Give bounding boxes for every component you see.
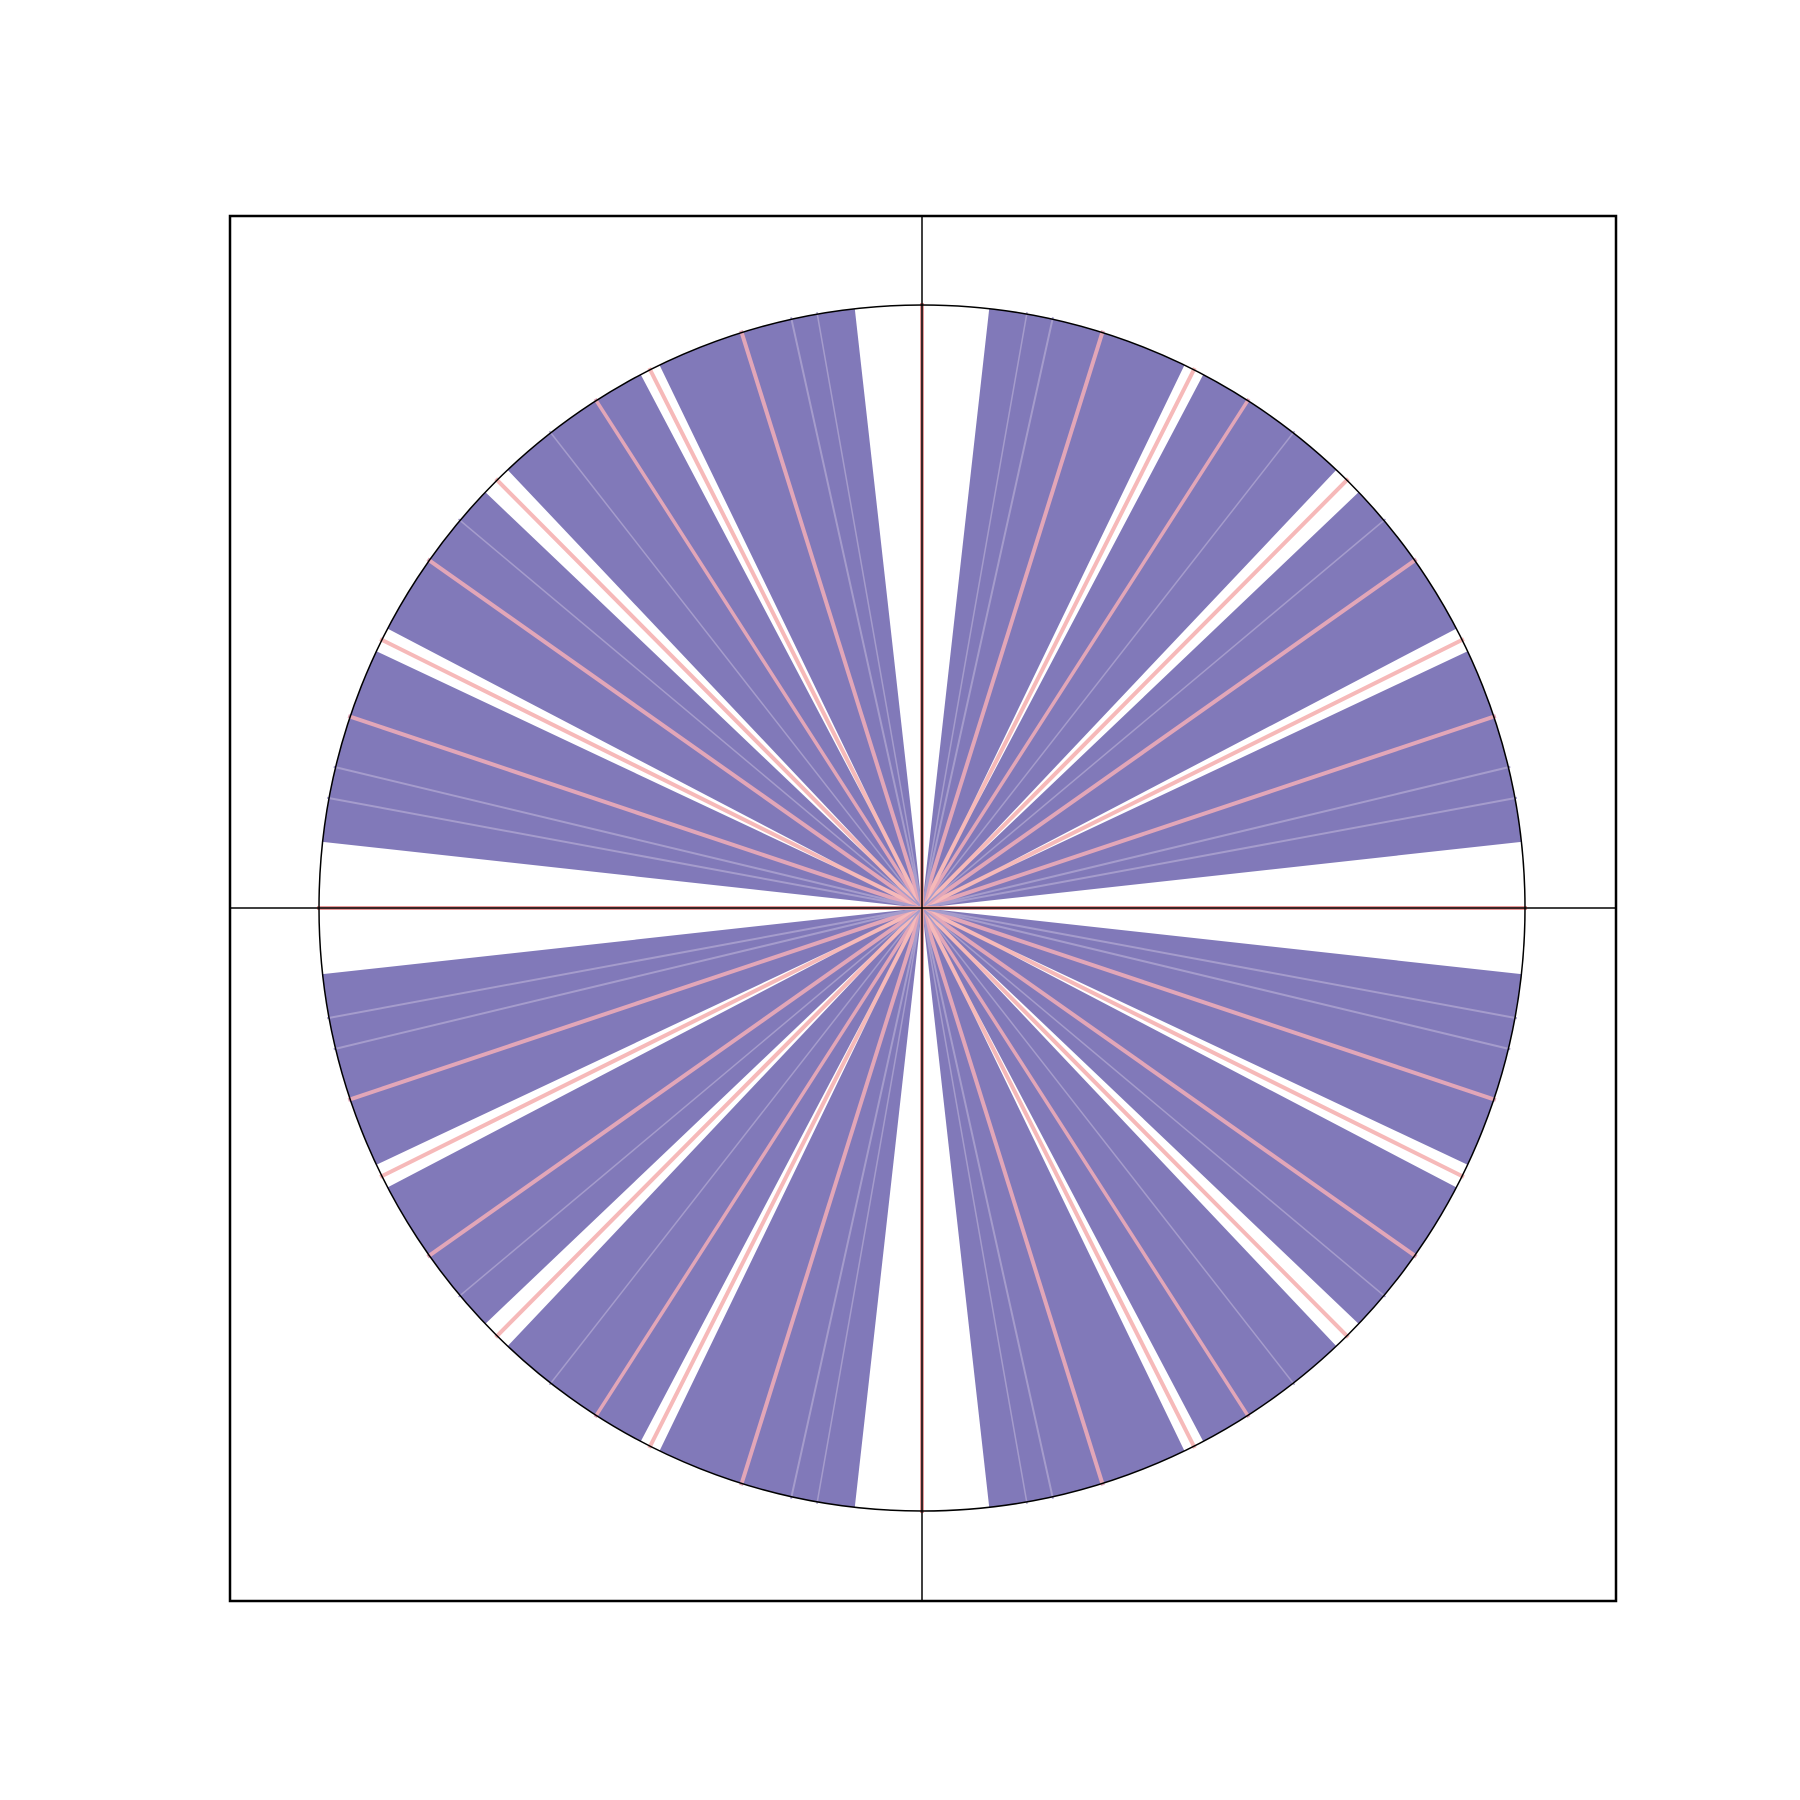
ray xyxy=(790,317,923,909)
ray xyxy=(494,906,924,1339)
ray xyxy=(921,907,1054,1499)
ray xyxy=(593,397,924,909)
ray xyxy=(548,907,923,1386)
ray xyxy=(921,714,1497,910)
ray xyxy=(920,906,1418,1259)
wedge xyxy=(922,651,1522,908)
wedge xyxy=(922,492,1457,908)
ray xyxy=(921,317,1054,909)
ray xyxy=(921,312,1028,909)
wedge xyxy=(322,908,922,1165)
ray xyxy=(458,907,923,1298)
ray xyxy=(379,637,923,910)
ray xyxy=(920,907,1197,1449)
ray xyxy=(921,637,1465,910)
ray xyxy=(458,518,923,909)
ray xyxy=(921,907,1296,1386)
frame xyxy=(228,214,1618,1603)
wedge xyxy=(922,908,1522,1165)
ray xyxy=(921,907,1028,1504)
ray xyxy=(326,796,923,909)
ray xyxy=(739,907,924,1486)
wedge xyxy=(922,308,1185,908)
ray xyxy=(379,906,923,1179)
ray xyxy=(816,907,923,1504)
ray xyxy=(921,907,1386,1298)
ray xyxy=(816,312,923,909)
ray xyxy=(333,765,923,909)
ray xyxy=(920,906,1350,1339)
ray xyxy=(921,765,1511,909)
wedge xyxy=(659,308,922,908)
ray xyxy=(920,397,1251,909)
ray xyxy=(647,367,924,909)
ray xyxy=(921,907,1518,1020)
ray xyxy=(921,906,1497,1102)
ray xyxy=(920,557,1418,910)
ray xyxy=(921,518,1386,909)
ray xyxy=(326,907,923,1020)
ray xyxy=(920,330,1105,909)
ray xyxy=(494,477,924,910)
wedge xyxy=(322,651,922,908)
ray xyxy=(647,907,924,1449)
ray xyxy=(347,906,923,1102)
ray xyxy=(920,367,1197,909)
wedge xyxy=(659,908,922,1508)
ray xyxy=(593,907,924,1419)
ray xyxy=(920,907,1105,1486)
ray xyxy=(426,557,924,910)
ray xyxy=(790,907,923,1499)
ray xyxy=(921,907,1511,1051)
ray xyxy=(333,907,923,1051)
wedge xyxy=(387,492,922,908)
ray xyxy=(921,430,1296,909)
wedge xyxy=(922,908,1457,1324)
ray xyxy=(921,796,1518,909)
wedge xyxy=(387,908,922,1324)
wedge-group xyxy=(322,308,1522,1508)
ray xyxy=(920,907,1251,1419)
ray xyxy=(548,430,923,909)
ray xyxy=(739,330,924,909)
wedge xyxy=(922,908,1185,1508)
ray xyxy=(921,906,1465,1179)
ray xyxy=(347,714,923,910)
ray xyxy=(426,906,924,1259)
ray xyxy=(920,477,1350,910)
